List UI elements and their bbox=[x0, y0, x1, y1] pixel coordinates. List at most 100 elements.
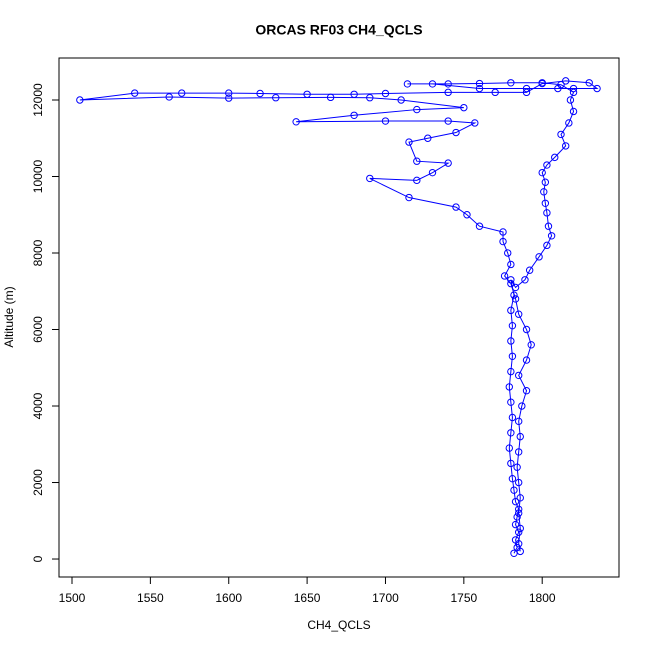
data-point bbox=[350, 90, 358, 98]
y-axis-label: Altitude (m) bbox=[2, 286, 16, 347]
data-point bbox=[381, 117, 390, 125]
data-point bbox=[507, 260, 515, 269]
data-point bbox=[565, 119, 573, 127]
plot-frame bbox=[58, 57, 620, 578]
data-point bbox=[543, 209, 551, 217]
data-point bbox=[491, 88, 499, 97]
data-point bbox=[538, 79, 546, 88]
data-point bbox=[569, 107, 578, 116]
data-point bbox=[521, 276, 529, 284]
y-tick-label: 12000 bbox=[31, 83, 45, 117]
data-point bbox=[516, 432, 524, 441]
data-point bbox=[585, 79, 593, 87]
data-point bbox=[541, 178, 550, 186]
data-point bbox=[499, 228, 507, 236]
data-point bbox=[397, 96, 405, 104]
data-point bbox=[131, 89, 139, 97]
x-tick-label: 1650 bbox=[294, 591, 321, 605]
data-point bbox=[504, 249, 512, 257]
data-point bbox=[511, 497, 520, 506]
data-point bbox=[303, 90, 311, 98]
data-point bbox=[514, 509, 523, 517]
data-point bbox=[413, 105, 421, 114]
x-axis-label: CH4_QCLS bbox=[307, 618, 370, 632]
data-point bbox=[593, 84, 601, 93]
data-point bbox=[413, 157, 421, 165]
data-point bbox=[514, 505, 523, 513]
y-tick-label: 8000 bbox=[31, 239, 45, 266]
data-point bbox=[505, 444, 513, 452]
data-point bbox=[507, 337, 515, 345]
data-point bbox=[527, 341, 535, 349]
data-point bbox=[508, 413, 517, 422]
data-point bbox=[508, 474, 517, 483]
data-line bbox=[79, 80, 599, 554]
data-point bbox=[444, 117, 452, 125]
data-point bbox=[178, 89, 186, 97]
x-tick-label: 1550 bbox=[137, 591, 164, 605]
data-point bbox=[510, 291, 518, 299]
data-point bbox=[514, 478, 523, 487]
x-tick-label: 1700 bbox=[372, 591, 399, 605]
data-point bbox=[463, 211, 471, 219]
data-point bbox=[507, 306, 515, 315]
data-point bbox=[165, 93, 173, 101]
y-tick-label: 6000 bbox=[31, 316, 45, 343]
data-point bbox=[535, 253, 543, 261]
data-point bbox=[522, 88, 531, 97]
data-point bbox=[543, 241, 551, 250]
data-point bbox=[403, 80, 412, 88]
data-point bbox=[460, 103, 468, 112]
data-point bbox=[522, 84, 531, 93]
data-point bbox=[510, 486, 518, 494]
data-point bbox=[569, 84, 578, 93]
data-point bbox=[511, 295, 520, 303]
data-point bbox=[444, 88, 452, 97]
data-point bbox=[566, 96, 575, 104]
data-point bbox=[381, 89, 390, 98]
data-point bbox=[513, 463, 521, 471]
data-point bbox=[551, 153, 559, 162]
data-point bbox=[326, 93, 335, 102]
data-point bbox=[541, 199, 550, 207]
data-point bbox=[292, 118, 300, 126]
data-point bbox=[505, 383, 513, 391]
data-point bbox=[76, 96, 84, 104]
data-point bbox=[511, 520, 520, 529]
data-point bbox=[475, 79, 484, 88]
data-point bbox=[543, 161, 551, 169]
data-point bbox=[475, 222, 484, 230]
data-point bbox=[522, 387, 531, 395]
data-point bbox=[500, 272, 509, 280]
data-point bbox=[508, 321, 517, 330]
data-point bbox=[475, 84, 484, 93]
data-point bbox=[471, 119, 479, 127]
data-point bbox=[554, 84, 562, 93]
data-point bbox=[452, 203, 460, 211]
data-point bbox=[424, 134, 432, 142]
y-tick-label: 2000 bbox=[31, 469, 45, 496]
data-point bbox=[522, 325, 531, 334]
data-point bbox=[507, 429, 515, 437]
y-tick-label: 4000 bbox=[31, 392, 45, 419]
data-point bbox=[225, 94, 233, 102]
data-point bbox=[507, 367, 515, 376]
data-point bbox=[538, 168, 546, 177]
data-point bbox=[428, 80, 437, 88]
data-point bbox=[507, 79, 515, 87]
data-point bbox=[413, 176, 421, 185]
data-point bbox=[499, 237, 507, 246]
data-point bbox=[516, 547, 524, 556]
data-point bbox=[514, 371, 523, 380]
data-point bbox=[225, 89, 233, 97]
data-point bbox=[514, 448, 523, 456]
data-point bbox=[516, 524, 524, 533]
data-point bbox=[405, 138, 413, 146]
data-point bbox=[256, 89, 264, 98]
x-tick-label: 1750 bbox=[450, 591, 477, 605]
chart-title: ORCAS RF03 CH4_QCLS bbox=[255, 22, 422, 38]
y-tick-label: 10000 bbox=[31, 159, 45, 193]
data-point bbox=[513, 513, 521, 521]
data-point bbox=[507, 279, 515, 288]
